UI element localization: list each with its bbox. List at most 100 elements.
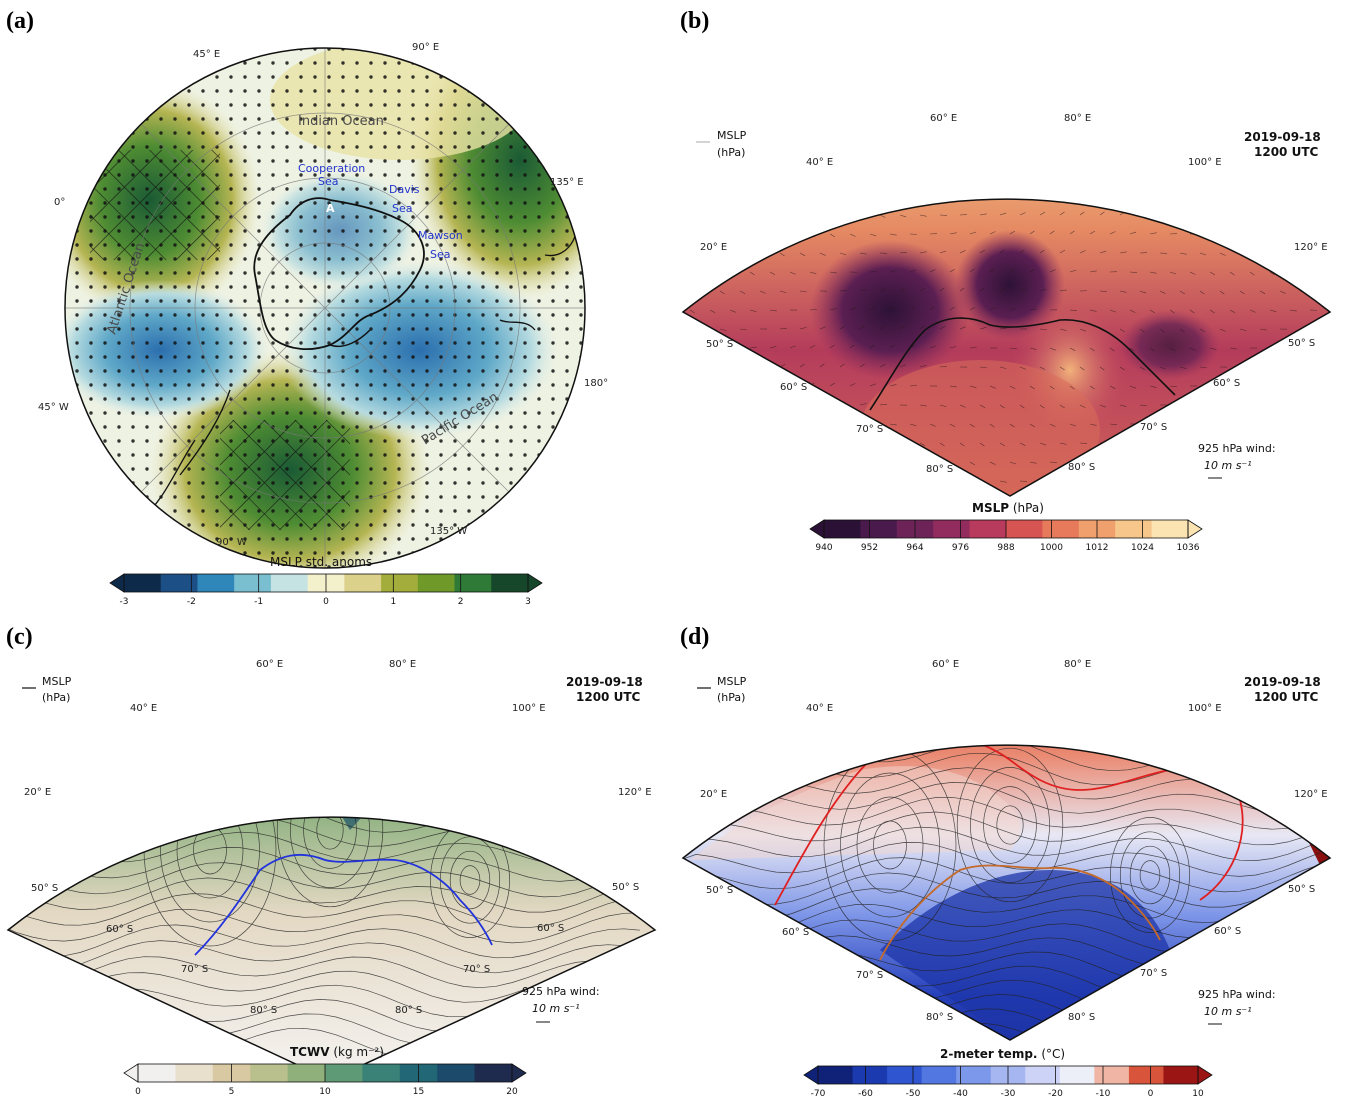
panel-a-map: 45° E 90° E 135° E 0° 180° 45° W 90° W 1… bbox=[38, 42, 608, 607]
isobar-line bbox=[0, 729, 640, 761]
wind-arrow bbox=[999, 442, 1005, 447]
isobar-ring bbox=[873, 820, 907, 870]
colorbar-segment bbox=[1094, 1066, 1130, 1084]
isobar-line bbox=[680, 650, 1320, 683]
wind-arrow bbox=[1119, 366, 1125, 371]
wind-arrow bbox=[999, 404, 1005, 409]
wind-arrow bbox=[909, 384, 917, 387]
wind-arrow bbox=[1139, 290, 1147, 294]
colorbar-segment bbox=[381, 574, 419, 592]
colorbar-tick-label: 1 bbox=[390, 597, 396, 607]
wind-arrow bbox=[759, 364, 766, 368]
wind-arrow bbox=[1219, 328, 1226, 332]
isobar-line bbox=[8, 847, 641, 882]
wind-arrow bbox=[1259, 214, 1267, 218]
wind-arrow bbox=[1269, 233, 1276, 238]
wind-arrow bbox=[819, 480, 827, 484]
wind-arrow bbox=[1290, 117, 1295, 120]
wind-arrow bbox=[1309, 421, 1316, 425]
wind-arrow bbox=[940, 139, 944, 142]
colorbar-tick-label: 10 bbox=[319, 1087, 331, 1097]
lon-label: 120° E bbox=[618, 787, 652, 798]
wind-arrow bbox=[1309, 271, 1316, 275]
wind-arrow bbox=[1009, 461, 1017, 465]
wind-arrow bbox=[1150, 193, 1155, 196]
wind-arrow bbox=[769, 271, 776, 276]
lat-label: 70° S bbox=[1140, 968, 1167, 979]
wind-arrow bbox=[1159, 366, 1166, 370]
wind-arrow bbox=[1079, 328, 1086, 332]
wind-arrow bbox=[1210, 195, 1217, 196]
wind-arrow bbox=[970, 120, 974, 123]
wind-arrow bbox=[739, 479, 747, 482]
isobar-line bbox=[8, 877, 641, 913]
wind-arrow bbox=[1319, 327, 1327, 330]
wind-arrow bbox=[950, 196, 957, 197]
panel-c-map: MSLP (hPa) 2019-09-18 1200 UTC 60° E 80°… bbox=[0, 659, 657, 1097]
colorbar-segment bbox=[1025, 1066, 1061, 1084]
wind-arrow bbox=[1240, 176, 1247, 177]
wind-arrow bbox=[719, 252, 725, 257]
wind-arrow bbox=[789, 233, 795, 238]
wind-arrow bbox=[759, 214, 766, 218]
wind-arrow bbox=[930, 196, 936, 198]
colorbar-segment bbox=[824, 520, 861, 538]
wind-arrow bbox=[929, 306, 935, 311]
time-label: 1200 UTC bbox=[1254, 145, 1319, 159]
colorbar-title-main: TCWV bbox=[290, 1045, 330, 1059]
wind-arrow bbox=[839, 326, 846, 330]
sea-label: Mawson bbox=[418, 229, 463, 242]
wind-arrow bbox=[689, 384, 697, 387]
wind-arrow bbox=[1169, 421, 1177, 425]
legend-mslp-unit: (hPa) bbox=[717, 691, 745, 704]
wind-arrow bbox=[1109, 347, 1115, 352]
date-label: 2019-09-18 bbox=[1244, 130, 1321, 144]
wind-arrow bbox=[859, 403, 867, 406]
wind-arrow bbox=[1179, 252, 1187, 255]
wind-arrow bbox=[1119, 251, 1127, 254]
wind-arrow bbox=[1159, 212, 1167, 216]
wind-arrow bbox=[740, 176, 747, 177]
wind-arrow bbox=[1249, 383, 1256, 387]
wind-arrow bbox=[1060, 139, 1067, 140]
lon-label: 135° W bbox=[430, 526, 467, 537]
wind-arrow bbox=[1010, 120, 1015, 123]
colorbar-tick-label: 988 bbox=[997, 543, 1014, 553]
wind-arrow bbox=[979, 366, 987, 369]
wind-arrow bbox=[1299, 364, 1306, 368]
wind-arrow bbox=[1209, 420, 1216, 425]
colorbar-c: 0 5 10 15 20 bbox=[123, 1063, 527, 1097]
wind-arrow bbox=[1269, 271, 1275, 276]
wind-arrow bbox=[1090, 156, 1096, 158]
wind-arrow bbox=[919, 287, 925, 292]
wind-arrow bbox=[1129, 231, 1137, 235]
wind-arrow bbox=[1190, 194, 1196, 196]
wind-arrow bbox=[729, 420, 735, 425]
wind-arrow bbox=[999, 249, 1005, 254]
isobar-line bbox=[683, 826, 1321, 861]
panel-b-map: MSLP (hPa) 2019-09-18 1200 UTC 60° E 80°… bbox=[681, 113, 1332, 553]
wind-arrow bbox=[829, 344, 835, 349]
colorbar-title-main: 2-meter temp. bbox=[940, 1047, 1037, 1061]
lon-label: 180° bbox=[584, 378, 608, 389]
wind-arrow bbox=[1110, 156, 1116, 158]
wind-arrow bbox=[829, 271, 837, 274]
lon-label: 40° E bbox=[806, 157, 833, 168]
isobar-line bbox=[680, 682, 1320, 713]
wind-arrow bbox=[1159, 477, 1165, 482]
wind-arrow bbox=[1130, 155, 1135, 158]
wind-arrow bbox=[1140, 137, 1146, 139]
wind-arrow bbox=[1070, 193, 1075, 196]
wind-arrow bbox=[819, 363, 825, 368]
wind-arrow bbox=[779, 440, 787, 444]
colorbar-extend-high bbox=[527, 573, 543, 593]
wind-arrow bbox=[1209, 347, 1217, 350]
wind-arrow bbox=[739, 214, 747, 218]
isobar-line bbox=[683, 796, 1321, 830]
wind-arrow bbox=[1030, 120, 1035, 123]
wind-arrow bbox=[739, 365, 747, 368]
wind-arrow bbox=[1289, 233, 1295, 238]
wind-arrow bbox=[1170, 118, 1176, 120]
wind-arrow bbox=[829, 199, 835, 200]
